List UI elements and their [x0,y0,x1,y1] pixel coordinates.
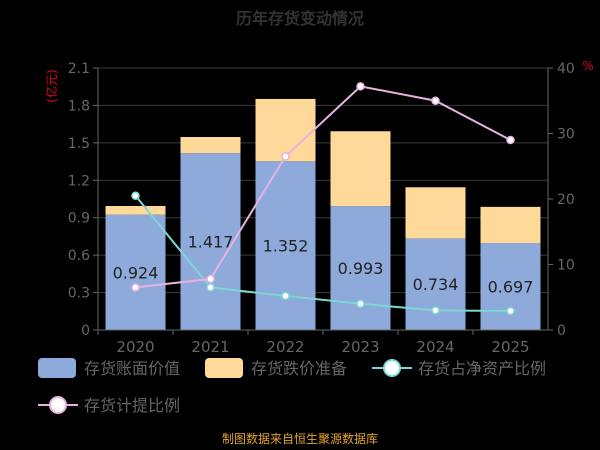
bar-inventory-value-2021 [180,153,241,330]
bar-series [105,98,541,330]
legend-label: 存货账面价值 [84,359,180,378]
y-right-tick-label: 0 [557,323,566,339]
y-right-tick-label: 40 [557,61,575,77]
y-left-tick-label: 1.5 [68,136,90,152]
y-axis-left-label: (亿元) [44,69,59,102]
y-left-tick-label: 2.1 [68,61,90,77]
provision-point-2021 [206,274,215,284]
y-right-tick-label: 30 [557,127,575,143]
data-label-2022: 1.352 [263,237,309,256]
legend-marker [383,359,401,377]
ratio-point-2022 [281,291,290,301]
y-left-tick-label: 0 [81,323,90,339]
y-axis-right-label: % [582,59,593,73]
provision-point-2020 [131,283,140,292]
data-label-2020: 0.924 [113,263,159,282]
ratio-point-2024 [431,306,440,315]
data-label-2025: 0.697 [488,278,534,297]
bar-inventory-value-2020 [105,214,166,330]
bar-inventory-reserve-2022 [255,98,316,162]
legend-label: 存货跌价准备 [251,359,347,378]
ratio-point-2021 [206,283,215,292]
bar-inventory-reserve-2021 [180,136,241,154]
x-tick-label: 2023 [341,338,379,356]
provision-point-2025 [506,135,515,145]
x-tick-label: 2022 [266,338,304,356]
provision-point-2023 [356,82,365,91]
ratio-point-2023 [356,299,365,309]
bar-inventory-value-2024 [405,238,466,330]
x-tick-label: 2020 [116,338,154,356]
bar-inventory-reserve-2023 [330,131,391,207]
legend-label: 存货计提比例 [84,396,180,415]
bar-inventory-reserve-2024 [405,187,466,239]
legend-item-0[interactable]: 存货账面价值 [38,358,180,378]
y-right-tick-label: 20 [557,192,575,208]
data-labels: 0.924 1.417 1.352 0.993 0.734 0.697 [113,233,534,297]
y-left-tick-label: 1.2 [68,173,90,189]
source-note: 制图数据来自恒生聚源数据库 [222,431,378,446]
ratio-point-2025 [506,306,515,316]
data-label-2021: 1.417 [188,233,234,252]
data-label-2024: 0.734 [413,275,459,294]
y-left-tick-label: 0.3 [68,286,90,302]
legend-item-2[interactable]: 存货占净资产比例 [372,359,546,378]
grid-lines [98,67,548,331]
ratio-line [134,195,511,313]
y-right-tick-label: 10 [557,258,575,274]
chart-title: 历年存货变动情况 [236,9,364,28]
ratio-point-2020 [131,191,140,200]
x-tick-label: 2024 [416,338,454,356]
axes: 0 0.3 0.6 0.9 1.2 1.5 1.8 2.1 0 10 20 30 40 2020 2021 2… [68,61,575,356]
legend-swatch [38,358,76,378]
line-series [131,82,515,316]
y-left-tick-label: 0.6 [68,248,90,264]
provision-line [135,85,511,289]
provision-point-2024 [431,96,440,105]
x-tick-label: 2021 [191,338,229,356]
bar-inventory-value-2025 [480,243,541,330]
data-label-2023: 0.993 [338,259,384,278]
y-left-tick-label: 0.9 [68,211,90,227]
legend-label: 存货占净资产比例 [418,359,546,378]
legend-swatch [205,358,243,378]
bar-inventory-value-2023 [330,206,391,330]
y-left-tick-label: 1.8 [68,98,90,114]
bar-inventory-reserve-2025 [480,206,541,244]
legend-marker [49,396,67,414]
provision-point-2022 [281,152,290,161]
x-tick-label: 2025 [491,338,529,356]
legend-item-1[interactable]: 存货跌价准备 [205,358,347,378]
bar-inventory-reserve-2020 [105,205,166,215]
legend-item-3[interactable]: 存货计提比例 [38,396,180,415]
